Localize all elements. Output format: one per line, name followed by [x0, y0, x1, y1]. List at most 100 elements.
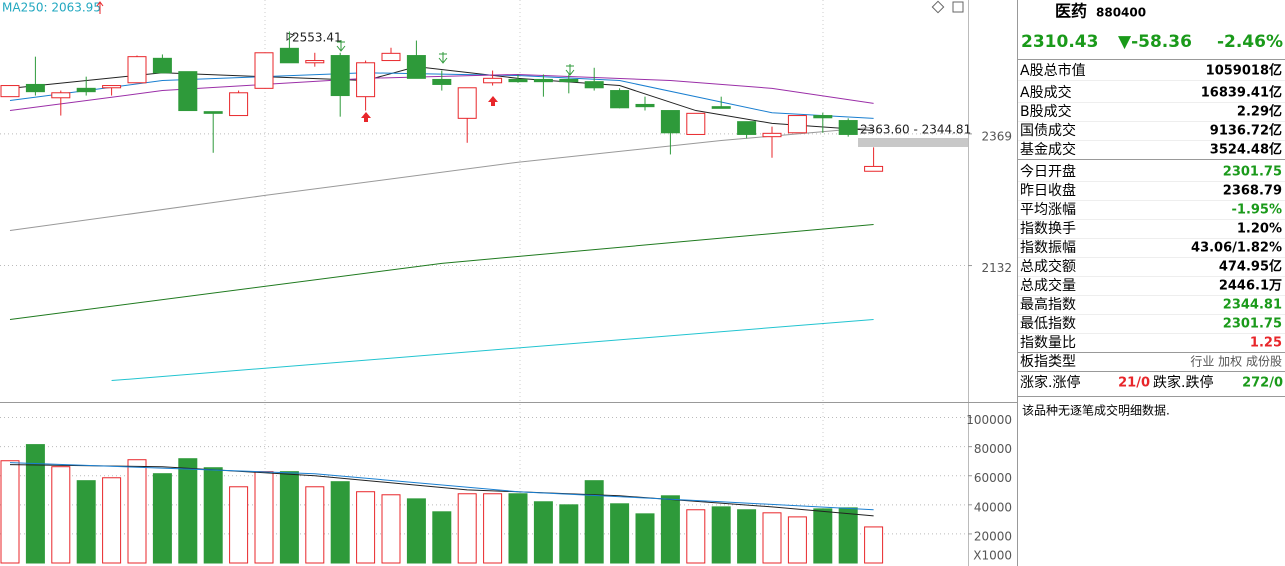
- price: 2310.43: [1021, 32, 1098, 52]
- volume-bar: [686, 509, 706, 564]
- candle-body: [127, 56, 147, 84]
- volume-bar: [127, 459, 147, 564]
- candle-body: [0, 85, 20, 98]
- candle-body: [229, 92, 249, 117]
- candle-body: [406, 55, 426, 79]
- change: ▼-58.36: [1118, 32, 1192, 52]
- volume-bar: [152, 473, 172, 564]
- candle-body: [305, 60, 325, 64]
- candle-body: [864, 165, 884, 172]
- candle-body: [51, 92, 71, 99]
- icon[interactable]: [931, 0, 945, 14]
- y-tick-label: 60000: [974, 471, 1012, 485]
- breadth-up: 21/0: [1118, 376, 1150, 391]
- candle-body: [203, 111, 223, 114]
- breadth-label: 跌家.跌停: [1153, 374, 1213, 391]
- candle-body: [660, 110, 680, 134]
- message: 该品种无逐笔成交明细数据.: [1022, 403, 1170, 418]
- row-label: 指数量比: [1020, 335, 1076, 351]
- icon: [96, 1, 104, 14]
- row-label: 总成交额: [1020, 258, 1076, 275]
- ma-label: MA250: 2063.95: [2, 1, 101, 15]
- volume-bar: [0, 460, 20, 564]
- high-flag: [286, 32, 296, 41]
- candle-body: [737, 121, 757, 135]
- candle-body: [686, 112, 706, 135]
- volume-bar: [838, 507, 858, 564]
- volume-bar: [864, 526, 884, 564]
- volume-bar: [533, 501, 553, 564]
- row-value: 16839.41亿: [1201, 85, 1282, 101]
- volume-bar: [229, 486, 249, 564]
- row-value: 43.06/1.82%: [1191, 241, 1282, 256]
- volume-bar: [660, 495, 680, 564]
- row-value: 2368.79: [1223, 184, 1282, 199]
- volume-bar: [279, 471, 299, 564]
- row-label: A股总市值: [1020, 62, 1086, 79]
- candle-body: [762, 132, 782, 138]
- range-label: 2363.60 - 2344.81: [860, 123, 971, 137]
- candle-body: [559, 78, 579, 83]
- volume-bar: [203, 467, 223, 564]
- volume-bar: [432, 511, 452, 564]
- ma-line: [111, 318, 874, 382]
- volume-bar: [25, 444, 45, 564]
- y-tick-label: 2369: [981, 129, 1012, 143]
- candle-body: [533, 78, 553, 83]
- volume-bar: [305, 486, 325, 564]
- candle-body: [457, 87, 477, 119]
- row-value: 2301.75: [1223, 317, 1282, 332]
- volume-bar: [559, 504, 579, 564]
- candle-body: [25, 83, 45, 93]
- candle-body: [178, 71, 198, 112]
- row-label: 昨日收盘: [1020, 182, 1076, 199]
- gap-band: [858, 138, 968, 147]
- candle-body: [330, 55, 350, 97]
- row-value: 474.95亿: [1219, 259, 1282, 275]
- volume-bar: [254, 471, 274, 564]
- y-unit-label: X1000: [973, 549, 1012, 563]
- row-label: A股成交: [1020, 84, 1072, 101]
- row-label: 指数振幅: [1020, 240, 1076, 256]
- volume-bar: [787, 516, 807, 564]
- volume-bar: [102, 477, 122, 564]
- index-code: 880400: [1096, 6, 1146, 20]
- row-label: 平均涨幅: [1020, 202, 1076, 218]
- ma-line: [9, 73, 874, 112]
- candle-body: [152, 57, 172, 74]
- ma-line: [9, 464, 874, 517]
- row-value: 1.25: [1250, 336, 1282, 351]
- icon[interactable]: [952, 1, 964, 13]
- row-value: 2344.81: [1223, 298, 1282, 313]
- volume-bar: [813, 508, 833, 564]
- y-tick-label: 100000: [966, 413, 1012, 427]
- volume-bar: [51, 466, 71, 564]
- candle-body: [813, 115, 833, 119]
- index-name: 医药: [1055, 2, 1087, 21]
- candle-body: [432, 78, 452, 85]
- candle-body: [711, 106, 731, 109]
- row-value: 2301.75: [1223, 165, 1282, 180]
- volume-bar: [356, 491, 376, 564]
- row-value: 3524.48亿: [1210, 142, 1282, 158]
- volume-bar: [711, 506, 731, 564]
- y-tick-label: 20000: [974, 529, 1012, 543]
- row-value: -1.95%: [1232, 203, 1283, 218]
- candle-body: [838, 120, 858, 135]
- ma-line: [9, 223, 874, 320]
- breadth-down: 272/0: [1242, 376, 1283, 391]
- row-label: 基金成交: [1020, 141, 1076, 158]
- signal-arrows: [336, 40, 575, 76]
- volume-bar: [762, 512, 782, 564]
- candle-body: [483, 77, 503, 84]
- candle-body: [787, 115, 807, 134]
- row-label: 国债成交: [1020, 122, 1076, 139]
- volume-bar: [178, 458, 198, 564]
- high-label: 2553.41: [292, 31, 342, 45]
- change-pct: -2.46%: [1217, 32, 1283, 52]
- row-label: 总成交量: [1020, 277, 1076, 294]
- row-value: 2446.1万: [1219, 279, 1282, 294]
- y-tick-label: 2132: [981, 261, 1012, 275]
- candle-body: [254, 52, 274, 89]
